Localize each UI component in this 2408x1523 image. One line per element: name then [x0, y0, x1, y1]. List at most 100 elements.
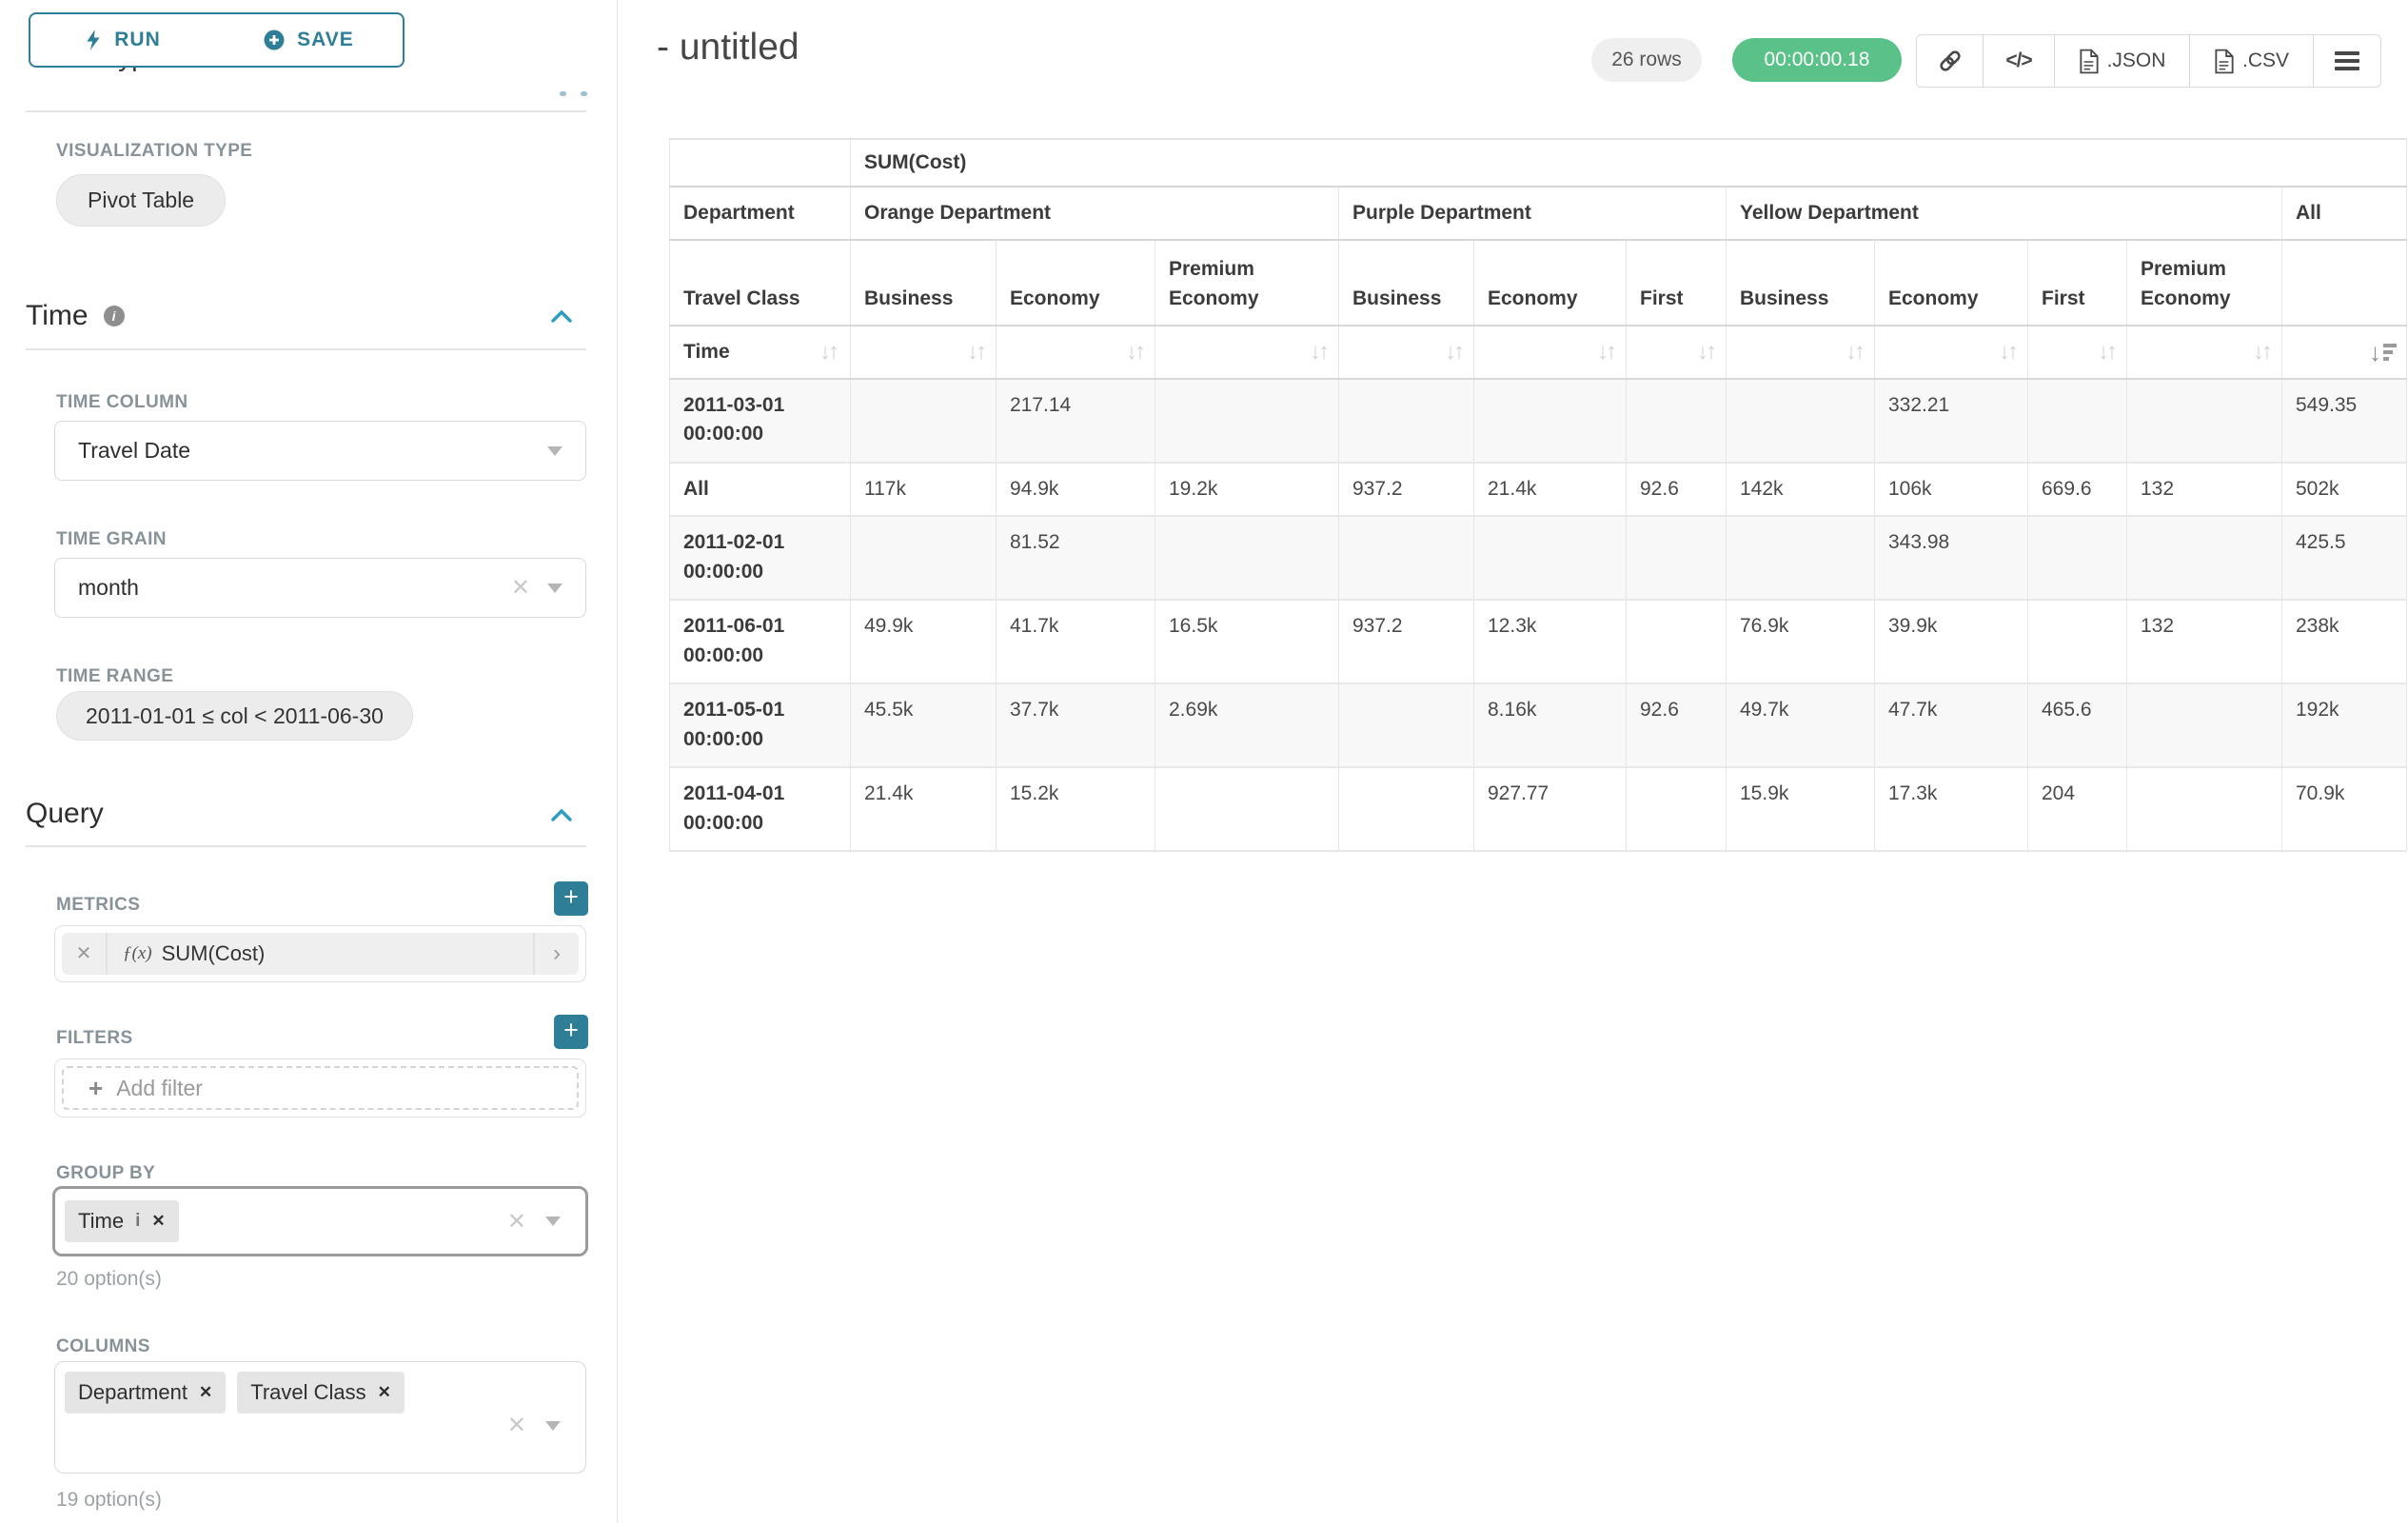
remove-tag-icon[interactable]: ✕ [151, 1212, 166, 1230]
columns-tag[interactable]: Department ✕ [65, 1372, 227, 1414]
value-cell: 465.6 [2027, 682, 2127, 768]
chevron-down-icon [547, 583, 563, 593]
metrics-field: ✕ ƒ(x) SUM(Cost) › [54, 925, 586, 982]
travel-class-corner-cell: Travel Class [669, 239, 851, 326]
column-sort-cell[interactable]: ↓↑ [1626, 325, 1727, 380]
travel-class-cell [2280, 239, 2408, 326]
time-column-select[interactable]: Travel Date [54, 421, 586, 481]
group-by-tag[interactable]: Time i ✕ [65, 1200, 179, 1242]
column-sort-cell[interactable]: ↓↑ [996, 325, 1155, 380]
save-button[interactable]: SAVE [214, 12, 405, 68]
sort-icon[interactable]: ↓↑ [1999, 339, 2019, 365]
sort-icon[interactable]: ↓↑ [2098, 339, 2118, 365]
time-sort-cell[interactable]: Time ↓↑ [669, 325, 851, 380]
column-sort-cell[interactable]: ↓↑ [1155, 325, 1339, 380]
column-sort-cell[interactable]: ↓↑ [850, 325, 997, 380]
metrics-label: METRICS [56, 895, 141, 915]
value-cell [1626, 599, 1727, 684]
sort-icon[interactable]: ↓↑ [819, 339, 839, 365]
clear-icon[interactable]: ✕ [510, 575, 530, 601]
sort-descending-icon[interactable]: ↓ [2369, 340, 2398, 365]
sort-icon[interactable]: ↓↑ [1445, 339, 1465, 365]
view-query-button[interactable]: </> [1984, 35, 2055, 87]
value-cell [1726, 378, 1875, 464]
column-sort-cell[interactable]: ↓ [2280, 325, 2408, 380]
column-sort-cell[interactable]: ↓↑ [1726, 325, 1875, 380]
time-grain-select[interactable]: month ✕ [54, 558, 586, 618]
query-section-header[interactable]: Query [26, 798, 104, 829]
chevron-right-icon[interactable]: › [533, 933, 579, 975]
remove-metric-icon[interactable]: ✕ [62, 933, 108, 975]
sort-icon[interactable]: ↓↑ [1845, 339, 1865, 365]
column-sort-cell[interactable]: ↓↑ [1874, 325, 2028, 380]
sort-icon[interactable]: ↓↑ [1697, 339, 1717, 365]
department-group-cell: All [2280, 186, 2408, 241]
sort-icon[interactable]: ↓↑ [2253, 339, 2273, 365]
time-range-label: TIME RANGE [56, 666, 174, 686]
time-section-header[interactable]: Time i [26, 300, 125, 332]
lightning-icon [84, 28, 103, 52]
column-sort-cell[interactable]: ↓↑ [1338, 325, 1474, 380]
remove-tag-icon[interactable]: ✕ [198, 1383, 213, 1401]
clear-icon[interactable]: ✕ [506, 1413, 526, 1438]
sort-icon[interactable]: ↓↑ [1126, 339, 1146, 365]
filters-field: + Add filter [54, 1058, 586, 1118]
chart-title[interactable]: - untitled [657, 27, 799, 68]
collapse-chevron-icon[interactable] [550, 807, 573, 822]
columns-tag[interactable]: Travel Class ✕ [237, 1372, 405, 1414]
value-cell: 8.16k [1473, 682, 1627, 768]
value-cell [2126, 766, 2282, 852]
run-button[interactable]: RUN [29, 12, 216, 68]
value-cell [1338, 766, 1474, 852]
value-cell: 217.14 [996, 378, 1155, 464]
value-cell: 37.7k [996, 682, 1155, 768]
more-options-button[interactable] [2314, 35, 2380, 87]
metric-item[interactable]: ✕ ƒ(x) SUM(Cost) › [62, 933, 579, 975]
group-by-select[interactable]: Time i ✕ ✕ [52, 1186, 588, 1256]
value-cell: 927.77 [1473, 766, 1627, 852]
value-cell: 94.9k [996, 462, 1155, 517]
column-sort-cell[interactable]: ↓↑ [1473, 325, 1627, 380]
add-metric-button[interactable]: + [554, 881, 588, 916]
row-label-cell: 2011-04-01 00:00:00 [669, 766, 851, 852]
share-link-button[interactable] [1917, 35, 1984, 87]
pivot-table: SUM(Cost) Department Orange Department Pur… [669, 138, 2408, 852]
value-cell [1473, 378, 1627, 464]
json-file-icon [2079, 49, 2100, 74]
export-json-button[interactable]: .JSON [2055, 35, 2190, 87]
clear-icon[interactable]: ✕ [506, 1208, 526, 1235]
chevron-tip-dot [581, 91, 587, 96]
column-sort-cell[interactable]: ↓↑ [2027, 325, 2127, 380]
table-row: 2011-06-01 00:00:00 49.9k 41.7k 16.5k 937.2 1… [669, 599, 2408, 684]
value-cell [2126, 515, 2282, 601]
add-filter-button[interactable]: + [554, 1015, 588, 1049]
value-cell [1626, 515, 1727, 601]
group-by-option-count: 20 option(s) [56, 1268, 162, 1290]
column-sort-cell[interactable]: ↓↑ [2126, 325, 2282, 380]
sort-icon[interactable]: ↓↑ [967, 339, 987, 365]
time-range-value[interactable]: 2011-01-01 ≤ col < 2011-06-30 [56, 691, 413, 741]
run-button-label: RUN [114, 29, 161, 50]
sort-icon[interactable]: ↓↑ [1597, 339, 1617, 365]
sort-icon[interactable]: ↓↑ [1310, 339, 1330, 365]
add-filter-label: Add filter [116, 1075, 203, 1100]
section-divider [26, 348, 586, 350]
time-grain-label: TIME GRAIN [56, 529, 167, 549]
columns-select[interactable]: Department ✕ Travel Class ✕ ✕ [54, 1361, 586, 1474]
info-icon: i [135, 1211, 141, 1231]
travel-class-cell: Economy [996, 239, 1155, 326]
chevron-down-icon [547, 445, 563, 456]
value-cell: 70.9k [2280, 766, 2408, 852]
columns-option-count: 19 option(s) [56, 1489, 162, 1511]
add-filter-dropzone[interactable]: + Add filter [62, 1066, 579, 1110]
value-cell [2027, 515, 2127, 601]
value-cell: 238k [2280, 599, 2408, 684]
travel-class-header-row: Travel Class Business Economy Premium Econo… [669, 239, 2408, 326]
value-cell: 117k [850, 462, 997, 517]
visualization-type-value[interactable]: Pivot Table [56, 174, 227, 227]
collapse-chevron-icon[interactable] [550, 308, 573, 324]
value-cell: 49.9k [850, 599, 997, 684]
remove-tag-icon[interactable]: ✕ [377, 1383, 391, 1401]
export-csv-button[interactable]: .CSV [2190, 35, 2314, 87]
time-row-label: Time [683, 341, 730, 363]
